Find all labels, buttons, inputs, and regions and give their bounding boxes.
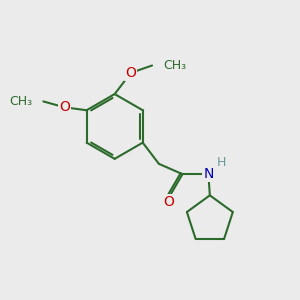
Text: CH₃: CH₃ (9, 95, 32, 108)
Text: O: O (125, 66, 136, 80)
Text: N: N (203, 167, 214, 181)
Text: H: H (216, 157, 226, 169)
Text: CH₃: CH₃ (163, 59, 186, 72)
Text: O: O (163, 195, 174, 209)
Text: O: O (59, 100, 70, 114)
